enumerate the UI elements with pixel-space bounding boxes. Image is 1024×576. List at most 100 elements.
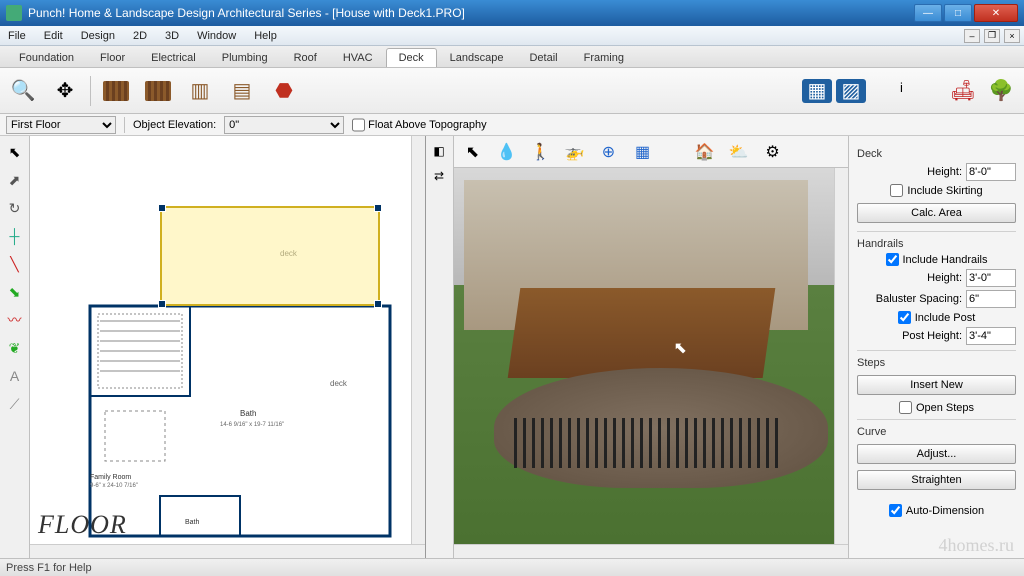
furniture-red-icon[interactable]: 🛋: [946, 74, 980, 108]
adjust-button[interactable]: Adjust...: [857, 444, 1016, 464]
view3d-panel: ⬉ 💧 🚶 🚁 ⊕ ▦ 🏠 ⛅ ⚙ ⬉: [454, 136, 849, 558]
main-toolbar: 🔍 ✥ ▥ ▤ ⬣ ▦ ▨ i 🛋 🌳: [0, 68, 1024, 114]
include-post-label: Include Post: [915, 312, 976, 324]
tab-hvac[interactable]: HVAC: [330, 48, 386, 67]
mdi-minimize-button[interactable]: –: [964, 29, 980, 43]
tab-foundation[interactable]: Foundation: [6, 48, 87, 67]
svg-text:Bath: Bath: [240, 409, 256, 418]
menu-file[interactable]: File: [4, 28, 30, 44]
properties-panel: Deck Height: Include Skirting Calc. Area…: [848, 136, 1024, 558]
floor-watermark: FLOOR: [38, 510, 127, 540]
svg-text:Bath: Bath: [185, 519, 200, 526]
straighten-button[interactable]: Straighten: [857, 470, 1016, 490]
view3d-scrollbar-v[interactable]: [834, 168, 848, 544]
selected-deck-outline[interactable]: [160, 206, 380, 306]
maximize-button[interactable]: □: [944, 4, 972, 22]
tab-detail[interactable]: Detail: [516, 48, 570, 67]
dimension-tool-icon[interactable]: ┼: [3, 224, 27, 248]
close-button[interactable]: ✕: [974, 4, 1018, 22]
tab-landscape[interactable]: Landscape: [437, 48, 517, 67]
delete-tool-icon[interactable]: ⬣: [267, 74, 301, 108]
tab-floor[interactable]: Floor: [87, 48, 138, 67]
post-height-label: Post Height:: [902, 330, 962, 342]
deck-height-label: Height:: [927, 166, 962, 178]
insert-new-button[interactable]: Insert New: [857, 375, 1016, 395]
view-layout-1-icon[interactable]: ▦: [802, 79, 832, 103]
tab-framing[interactable]: Framing: [571, 48, 637, 67]
elevation-label: Object Elevation:: [133, 119, 216, 131]
mdi-close-button[interactable]: ×: [1004, 29, 1020, 43]
line-tool-icon[interactable]: ╲: [3, 252, 27, 276]
minimize-button[interactable]: —: [914, 4, 942, 22]
menu-window[interactable]: Window: [193, 28, 240, 44]
plan-scrollbar-h[interactable]: [30, 544, 425, 558]
view3d-left-strip: ◧ ⇄: [426, 136, 454, 558]
v3d-measure-icon[interactable]: ▦: [630, 139, 656, 165]
auto-dimension-label: Auto-Dimension: [906, 505, 984, 517]
menu-2d[interactable]: 2D: [129, 28, 151, 44]
svg-text:14-6 9/16" x 19-7 11/16": 14-6 9/16" x 19-7 11/16": [220, 422, 284, 428]
import-tool-icon[interactable]: ⬊: [3, 280, 27, 304]
view3d-canvas[interactable]: ⬉: [454, 168, 849, 558]
view3d-scrollbar-h[interactable]: [454, 544, 849, 558]
svg-text:Family Room: Family Room: [90, 474, 131, 481]
include-skirting-checkbox[interactable]: [890, 184, 903, 197]
pan-tool-icon[interactable]: ✥: [48, 74, 82, 108]
rotate-tool-icon[interactable]: ↻: [3, 196, 27, 220]
include-post-checkbox[interactable]: [898, 311, 911, 324]
baluster-spacing-input[interactable]: [966, 290, 1016, 308]
v3d-weather-icon[interactable]: ⛅: [726, 139, 752, 165]
plan-2d-view[interactable]: deck deck Bath 14-6 9/16" x 19-7 11/16" …: [30, 136, 426, 558]
open-steps-checkbox[interactable]: [899, 401, 912, 414]
v3d-settings-icon[interactable]: ⚙: [760, 139, 786, 165]
v3d-eyedropper-icon[interactable]: 💧: [494, 139, 520, 165]
v3d-walk-icon[interactable]: 🚶: [528, 139, 554, 165]
deck-height-input[interactable]: [966, 163, 1016, 181]
menu-3d[interactable]: 3D: [161, 28, 183, 44]
v3d-pointer-icon[interactable]: ⬉: [460, 139, 486, 165]
select-tool-icon[interactable]: ⬉: [3, 140, 27, 164]
menu-help[interactable]: Help: [250, 28, 281, 44]
v3d-orbit-icon[interactable]: ⊕: [596, 139, 622, 165]
deck-tool-1-icon[interactable]: [99, 74, 133, 108]
floor-selector[interactable]: First Floor: [6, 116, 116, 134]
menu-design[interactable]: Design: [77, 28, 119, 44]
float-topography-checkbox[interactable]: Float Above Topography: [352, 116, 486, 134]
handrails-section-title: Handrails: [857, 238, 1016, 250]
deck-tool-2-icon[interactable]: [141, 74, 175, 108]
handrail-height-input[interactable]: [966, 269, 1016, 287]
curve-section-title: Curve: [857, 426, 1016, 438]
tree-green-icon[interactable]: 🌳: [984, 74, 1018, 108]
move-tool-icon[interactable]: ⬈: [3, 168, 27, 192]
auto-dimension-checkbox[interactable]: [889, 504, 902, 517]
tab-deck[interactable]: Deck: [386, 48, 437, 67]
info-icon[interactable]: i: [894, 74, 928, 108]
view-layout-2-icon[interactable]: ▨: [836, 79, 866, 103]
baluster-spacing-label: Baluster Spacing:: [876, 293, 962, 305]
calc-area-button[interactable]: Calc. Area: [857, 203, 1016, 223]
v3d-house-icon[interactable]: 🏠: [692, 139, 718, 165]
view3d-sync-icon[interactable]: ⇄: [428, 165, 450, 187]
left-toolstrip: ⬉ ⬈ ↻ ┼ ╲ ⬊ 〰 ❦ A ⟋: [0, 136, 30, 558]
plant-tool-icon[interactable]: ❦: [3, 336, 27, 360]
open-steps-label: Open Steps: [916, 402, 974, 414]
curve-tool-icon[interactable]: 〰: [3, 308, 27, 332]
include-handrails-checkbox[interactable]: [886, 253, 899, 266]
tab-plumbing[interactable]: Plumbing: [209, 48, 281, 67]
measure-tool-icon[interactable]: ⟋: [3, 392, 27, 416]
tab-electrical[interactable]: Electrical: [138, 48, 209, 67]
menu-edit[interactable]: Edit: [40, 28, 67, 44]
tab-roof[interactable]: Roof: [281, 48, 330, 67]
elevation-input[interactable]: 0": [224, 116, 344, 134]
stairs-tool-icon[interactable]: ▤: [225, 74, 259, 108]
plan-scrollbar-v[interactable]: [411, 136, 425, 544]
mdi-restore-button[interactable]: ❐: [984, 29, 1000, 43]
post-height-input[interactable]: [966, 327, 1016, 345]
view3d-toolbar: ⬉ 💧 🚶 🚁 ⊕ ▦ 🏠 ⛅ ⚙: [454, 136, 849, 168]
railing-tool-icon[interactable]: ▥: [183, 74, 217, 108]
watermark: 4homes.ru: [939, 535, 1015, 556]
zoom-tool-icon[interactable]: 🔍: [6, 74, 40, 108]
text-tool-icon[interactable]: A: [3, 364, 27, 388]
view3d-toggle-icon[interactable]: ◧: [428, 140, 450, 162]
v3d-fly-icon[interactable]: 🚁: [562, 139, 588, 165]
